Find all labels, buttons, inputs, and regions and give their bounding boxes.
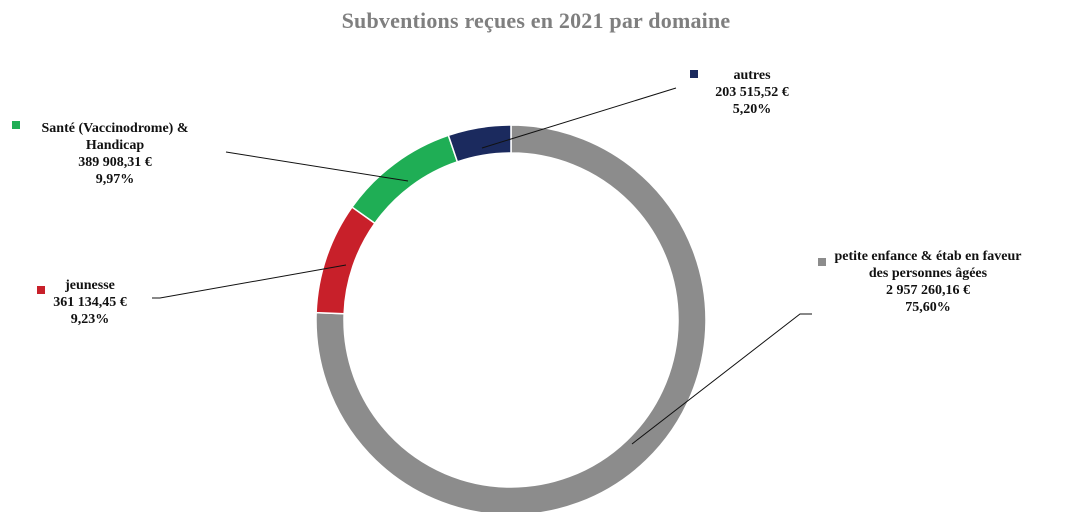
leader-line-autres (481, 87, 677, 149)
label-name-petite-enfance-etab-en-faveur-des-personnes-agees-1: petite enfance & étab en faveur (834, 249, 1021, 264)
slice-autres (447, 124, 512, 163)
leader-line-jeunesse (152, 264, 347, 299)
label-name-autres-1: autres (733, 68, 771, 83)
label-name-sante-vaccinodrome-handicap-2: Handicap (86, 138, 145, 153)
leader-line-sante-vaccinodrome-handicap (225, 151, 409, 182)
label-name-jeunesse-1: jeunesse (64, 278, 115, 293)
legend-marker-autres (690, 70, 698, 78)
chart-title: Subventions reçues en 2021 par domaine (341, 8, 731, 33)
label-amount-sante-vaccinodrome-handicap: 389 908,31 € (78, 155, 152, 170)
legend-marker-jeunesse (37, 286, 45, 294)
label-amount-autres: 203 515,52 € (715, 85, 789, 100)
label-percent-autres: 5,20% (733, 102, 772, 117)
label-amount-jeunesse: 361 134,45 € (53, 295, 127, 310)
slice-jeunesse (315, 206, 376, 315)
legend-marker-petite-enfance-etab-en-faveur-des-personnes-agees (818, 258, 826, 266)
label-percent-sante-vaccinodrome-handicap: 9,97% (96, 172, 135, 187)
label-percent-jeunesse: 9,23% (71, 312, 110, 327)
label-name-petite-enfance-etab-en-faveur-des-personnes-agees-2: des personnes âgées (869, 266, 988, 281)
label-amount-petite-enfance-etab-en-faveur-des-personnes-agees: 2 957 260,16 € (886, 283, 970, 298)
leader-line-petite-enfance-etab-en-faveur-des-personnes-agees (631, 313, 812, 445)
legend-marker-sante-vaccinodrome-handicap (12, 121, 20, 129)
slice-sante-vaccinodrome-handicap (350, 134, 459, 225)
label-name-sante-vaccinodrome-handicap-1: Santé (Vaccinodrome) & (42, 121, 189, 136)
slice-petite-enfance-etab-en-faveur-des-personnes-agees (315, 124, 707, 512)
label-percent-petite-enfance-etab-en-faveur-des-personnes-agees: 75,60% (905, 300, 951, 315)
